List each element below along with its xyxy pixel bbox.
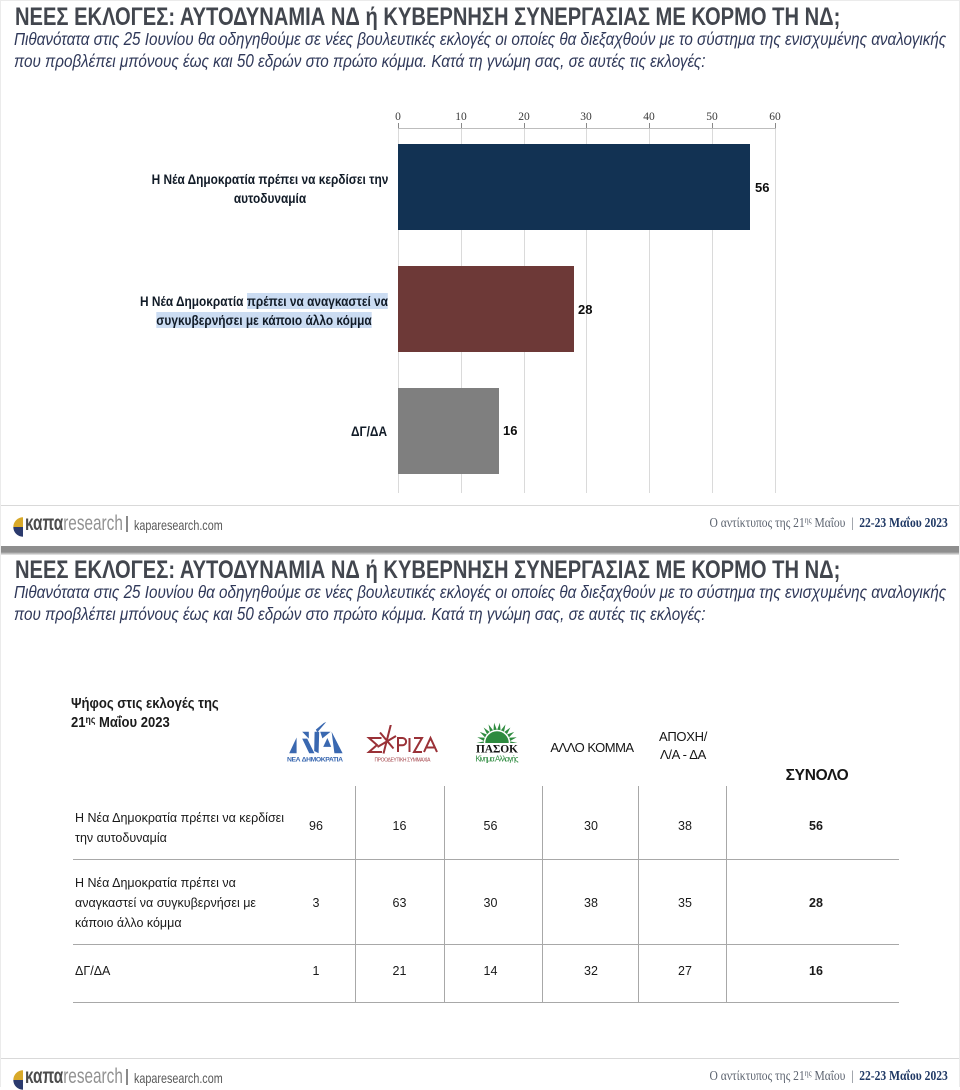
svg-text:ΝΕΑ ΔΗΜΟΚΡΑΤΙΑ: ΝΕΑ ΔΗΜΟΚΡΑΤΙΑ	[287, 757, 343, 764]
svg-text:Κίνημα Αλλαγής: Κίνημα Αλλαγής	[475, 755, 518, 764]
svg-text:ΠΑΣΟΚ: ΠΑΣΟΚ	[476, 744, 518, 756]
svg-text:ΠΡΟΟΔΕΥΤΙΚΗ ΣΥΜΜΑΧΙΑ: ΠΡΟΟΔΕΥΤΙΚΗ ΣΥΜΜΑΧΙΑ	[375, 758, 432, 764]
